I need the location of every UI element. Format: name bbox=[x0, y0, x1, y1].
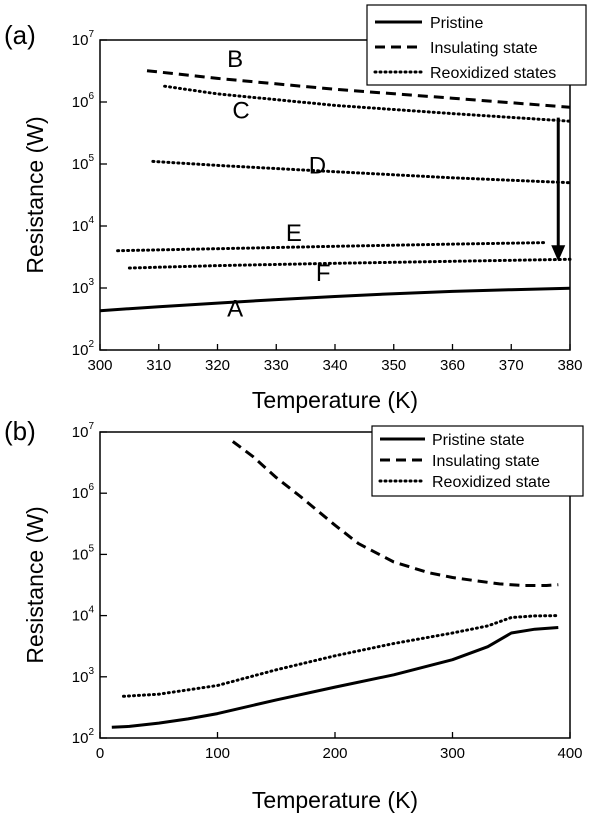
panel-a-annotation-A: A bbox=[227, 295, 243, 322]
panel-a-x-tick-label: 350 bbox=[381, 357, 406, 374]
panel-a-series-line-4 bbox=[116, 241, 548, 253]
panel-a-arrow-head bbox=[551, 245, 566, 262]
panel-a-x-tick-label: 330 bbox=[264, 357, 289, 374]
panel-b-y-tick-label: 102 bbox=[72, 727, 95, 747]
panel-b-x-ticks: 0 100 200 300 400 bbox=[96, 732, 583, 762]
panel-a-y-tick-label: 106 bbox=[72, 91, 95, 111]
panel-a-annotation-D: D bbox=[309, 153, 326, 180]
panel-b-x-axis-label: Temperature (K) bbox=[252, 787, 418, 813]
panel-a-label: (a) bbox=[4, 20, 36, 50]
panel-b-y-ticks: 102 103 104 105 106 107 bbox=[72, 421, 107, 747]
panel-a-series-line-3 bbox=[151, 159, 572, 185]
panel-a-x-ticks: 300 310 320 330 340 350 360 370 380 bbox=[87, 344, 583, 374]
panel-a-arrow bbox=[551, 117, 566, 262]
panel-a-legend: Pristine Insulating state Reoxidized sta… bbox=[366, 4, 587, 86]
panel-b-x-tick-label: 400 bbox=[557, 745, 582, 762]
panel-a-x-tick-label: 320 bbox=[205, 357, 230, 374]
panel-b-legend-label-2: Reoxidized state bbox=[432, 474, 550, 491]
panel-a-y-tick-label: 103 bbox=[72, 277, 95, 297]
panel-a-y-tick-label: 102 bbox=[72, 339, 95, 359]
panel-a-x-axis-label: Temperature (K) bbox=[252, 387, 418, 413]
panel-b-legend-label-0: Pristine state bbox=[432, 432, 525, 449]
panel-b-legend: Pristine state Insulating state Reoxidiz… bbox=[371, 425, 584, 497]
panel-b-x-tick-label: 200 bbox=[322, 745, 347, 762]
panel-a-series bbox=[99, 69, 572, 313]
panel-b-y-tick-label: 103 bbox=[72, 666, 95, 686]
panel-a-annotation-F: F bbox=[316, 260, 331, 287]
panel-b-x-tick-label: 0 bbox=[96, 745, 104, 762]
panel-a-x-tick-label: 310 bbox=[146, 357, 171, 374]
panel-b: (b) 0 100 200 300 400 102 103 104 105 106 107 Tem… bbox=[4, 416, 584, 813]
panel-b-y-axis-label: Resistance (W) bbox=[22, 506, 48, 663]
panel-a-annotations: A BC D EF bbox=[227, 46, 330, 322]
panel-a-legend-label-0: Pristine bbox=[430, 15, 483, 32]
panel-b-y-tick-label: 106 bbox=[72, 482, 95, 502]
panel-b-series-line-2 bbox=[122, 614, 560, 698]
panel-a-x-tick-label: 340 bbox=[322, 357, 347, 374]
panel-a-series-line-0 bbox=[99, 286, 571, 313]
panel-b-series-line-0 bbox=[111, 626, 559, 729]
panel-a-legend-label-1: Insulating state bbox=[430, 40, 538, 57]
panel-a-legend-label-2: Reoxidized states bbox=[430, 65, 556, 82]
panel-a-y-ticks: 102 103 104 105 106 107 bbox=[72, 29, 107, 359]
panel-a-series-line-2 bbox=[163, 84, 572, 123]
panel-a-y-tick-label: 107 bbox=[72, 29, 95, 49]
panel-a-series-line-5 bbox=[127, 257, 572, 270]
panel-b-y-tick-label: 107 bbox=[72, 421, 95, 441]
panel-a-y-axis-label: Resistance (W) bbox=[22, 116, 48, 273]
panel-b-series-line-1 bbox=[231, 440, 559, 587]
panel-a-annotation-E: E bbox=[286, 220, 302, 247]
panel-b-x-tick-label: 300 bbox=[440, 745, 465, 762]
panel-b-y-tick-label: 104 bbox=[72, 605, 95, 625]
panel-a: (a) 300 310 320 330 340 350 360 370 380 10210310… bbox=[4, 4, 587, 413]
panel-b-legend-label-1: Insulating state bbox=[432, 453, 540, 470]
panel-a-x-tick-label: 380 bbox=[557, 357, 582, 374]
panel-a-y-tick-label: 104 bbox=[72, 215, 95, 235]
panel-a-y-tick-label: 105 bbox=[72, 153, 95, 173]
panel-a-annotation-B: B bbox=[227, 46, 243, 73]
panel-b-label: (b) bbox=[4, 416, 36, 446]
panel-a-annotation-C: C bbox=[232, 98, 249, 125]
panel-b-series bbox=[111, 440, 560, 729]
panel-a-x-tick-label: 370 bbox=[499, 357, 524, 374]
panel-a-legend-box bbox=[366, 4, 587, 86]
panel-b-y-tick-label: 105 bbox=[72, 543, 95, 563]
panel-a-x-tick-label: 360 bbox=[440, 357, 465, 374]
panel-b-x-tick-label: 100 bbox=[205, 745, 230, 762]
panel-a-x-tick-label: 300 bbox=[87, 357, 112, 374]
